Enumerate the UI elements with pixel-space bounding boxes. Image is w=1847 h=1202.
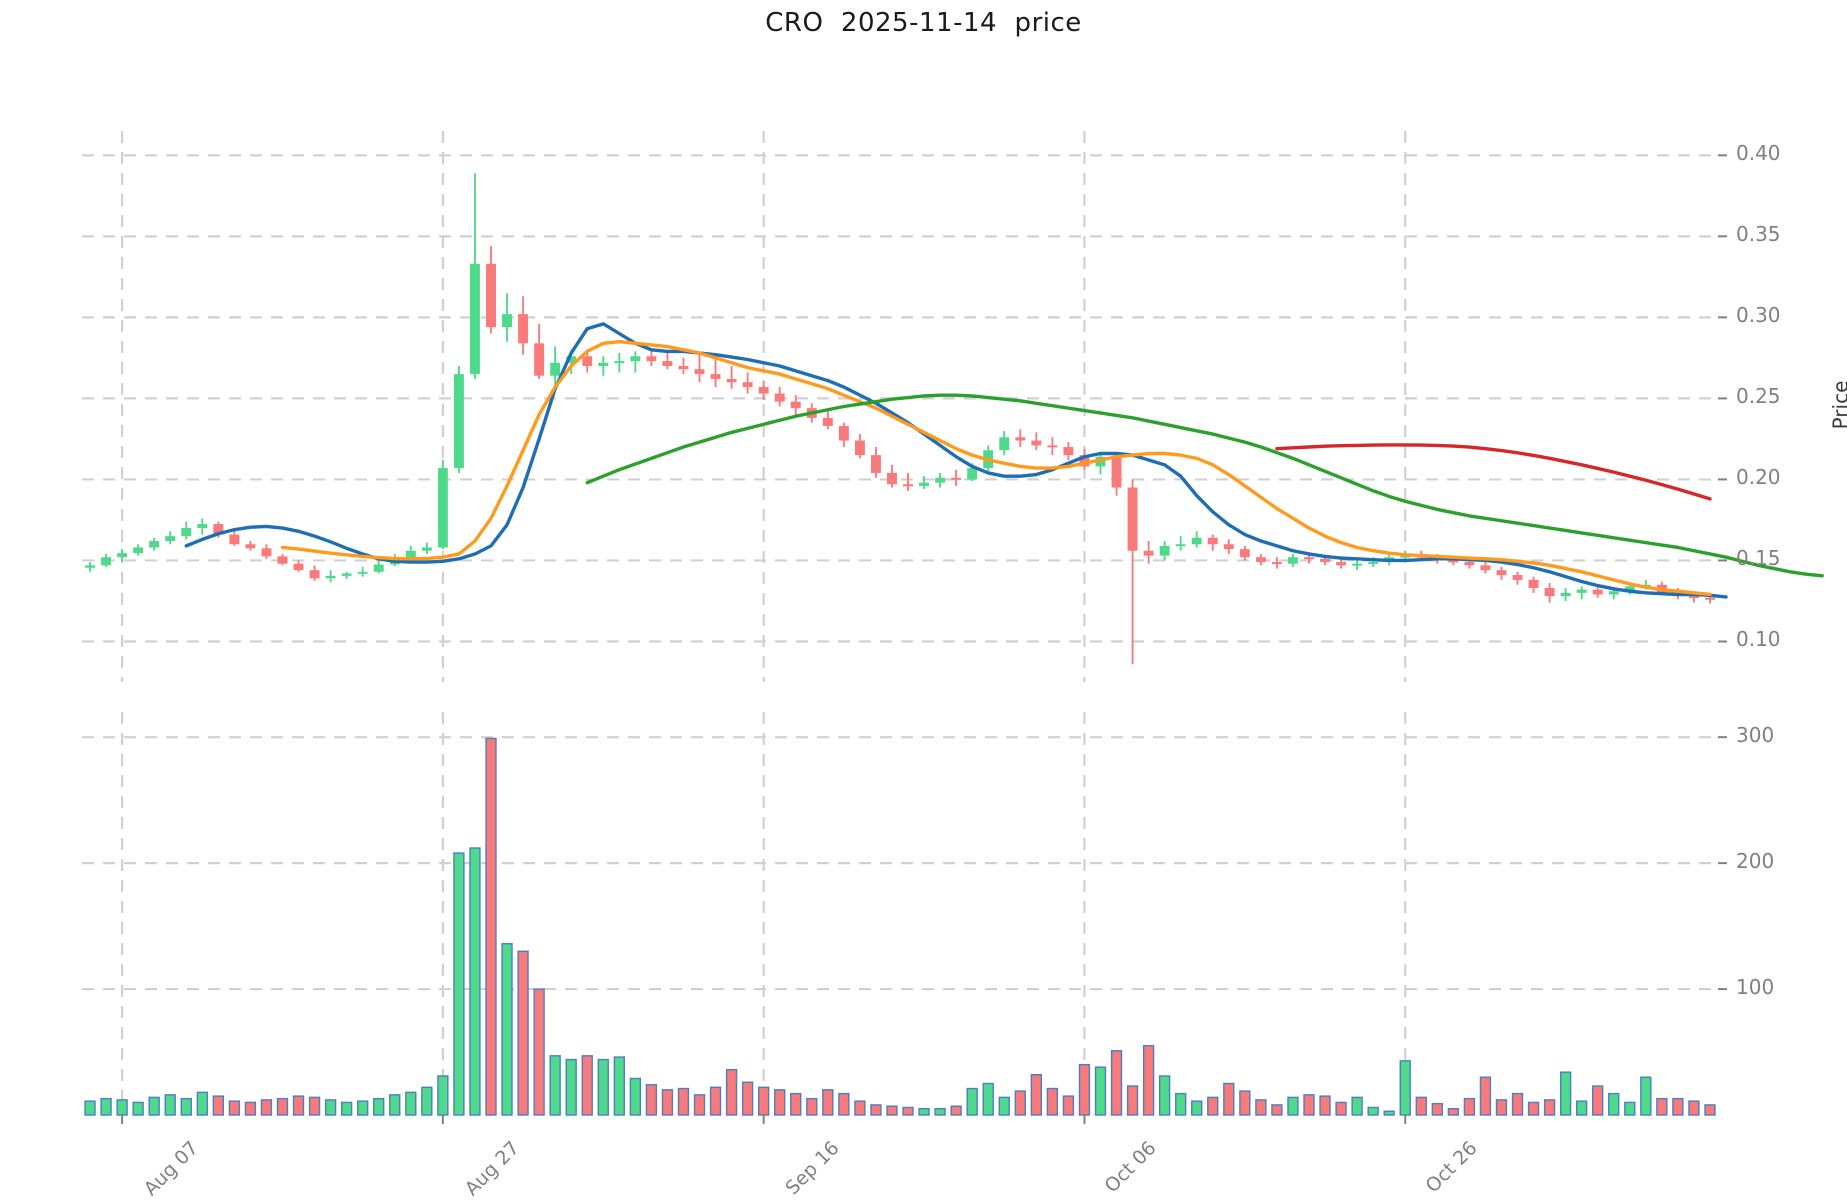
price-tick-label: 0.35 (1736, 222, 1781, 247)
price-tick-label: 0.20 (1736, 465, 1781, 490)
volume-bars (84, 737, 1716, 1116)
price-axis-label: Price (1828, 380, 1847, 429)
volume-tick-label: 200 (1736, 849, 1775, 874)
axis-tick-marks (121, 154, 1727, 1124)
volume-tick-label: 300 (1736, 723, 1775, 748)
price-tick-label: 0.25 (1736, 384, 1781, 409)
candlesticks (85, 173, 1715, 665)
price-tick-label: 0.30 (1736, 303, 1781, 328)
price-tick-label: 0.10 (1736, 627, 1781, 652)
volume-tick-label: 100 (1736, 975, 1775, 1000)
price-tick-label: 0.15 (1736, 546, 1781, 571)
page-title: CRO 2025-11-14 price (765, 8, 1082, 38)
grid-lines (82, 131, 1718, 1115)
moving-average-lines (184, 322, 1824, 599)
price-tick-label: 0.40 (1736, 141, 1781, 166)
